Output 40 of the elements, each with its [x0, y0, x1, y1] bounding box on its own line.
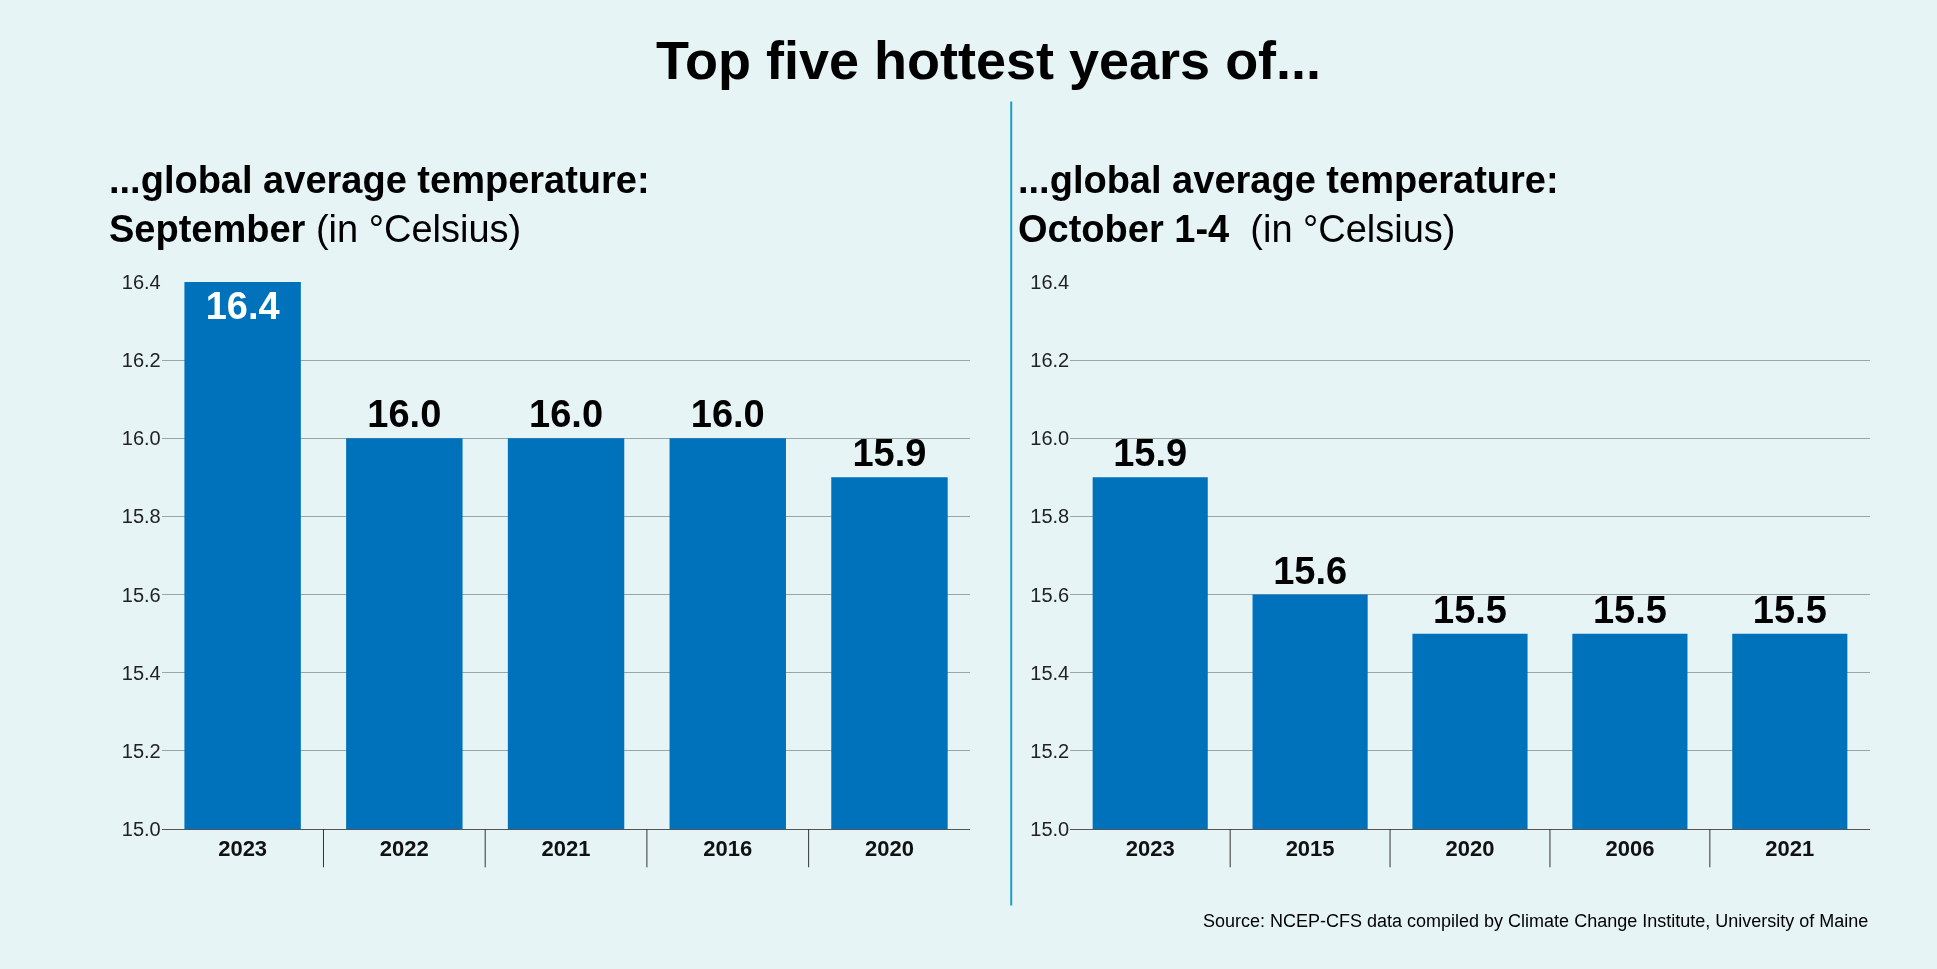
- y-tick-label: 16.0: [121, 427, 161, 450]
- data-label: 15.9: [852, 432, 927, 475]
- y-tick-label: 16.0: [1030, 427, 1070, 450]
- data-label: 15.6: [1273, 549, 1348, 592]
- x-tick-label: 2020: [1445, 836, 1495, 862]
- x-tick-label: 2021: [1765, 836, 1815, 862]
- y-tick-label: 15.6: [1030, 583, 1070, 606]
- data-label: 15.5: [1592, 588, 1667, 631]
- x-tick-label: 2016: [703, 836, 753, 862]
- y-tick-label: 15.0: [121, 818, 161, 840]
- x-tick-label: 2021: [541, 836, 591, 862]
- data-label: 15.9: [1113, 432, 1188, 475]
- source-note: Source: NCEP-CFS data compiled by Climate Change Institute, University of Maine: [1203, 911, 1869, 931]
- y-tick-label: 16.2: [121, 349, 161, 372]
- y-tick-label: 15.2: [1030, 739, 1070, 762]
- chart-subtitle: ...global average temperature: September (in °Celsius): [109, 159, 650, 251]
- y-tick-label: 15.8: [1030, 505, 1070, 528]
- x-tick-label: 2006: [1605, 836, 1655, 862]
- data-label: 16.0: [529, 393, 604, 436]
- x-tick-label: 2023: [218, 836, 268, 862]
- chart-title: Top five hottest years of...: [656, 30, 1322, 90]
- y-tick-label: 16.2: [1030, 349, 1070, 372]
- x-tick-label: 2022: [379, 836, 429, 862]
- y-tick-label: 15.8: [121, 505, 161, 528]
- data-label: 15.5: [1752, 588, 1827, 631]
- y-tick-label: 15.4: [1030, 661, 1070, 684]
- data-label: 16.0: [367, 393, 442, 436]
- x-tick-label: 2015: [1285, 836, 1335, 862]
- y-tick-label: 15.0: [1030, 818, 1070, 840]
- data-label: 16.4: [205, 285, 280, 327]
- chart-subtitle: ...global average temperature: October 1-4 (in °Celsius): [1018, 159, 1559, 251]
- y-tick-label: 16.4: [1030, 271, 1070, 293]
- y-tick-label: 15.2: [121, 739, 161, 762]
- y-tick-label: 15.4: [121, 661, 161, 684]
- data-label: 15.5: [1433, 588, 1507, 631]
- y-tick-label: 15.6: [121, 583, 161, 606]
- x-tick-label: 2023: [1125, 836, 1175, 862]
- x-tick-label: 2020: [865, 836, 914, 862]
- data-label: 16.0: [690, 393, 765, 436]
- y-tick-label: 16.4: [121, 271, 161, 293]
